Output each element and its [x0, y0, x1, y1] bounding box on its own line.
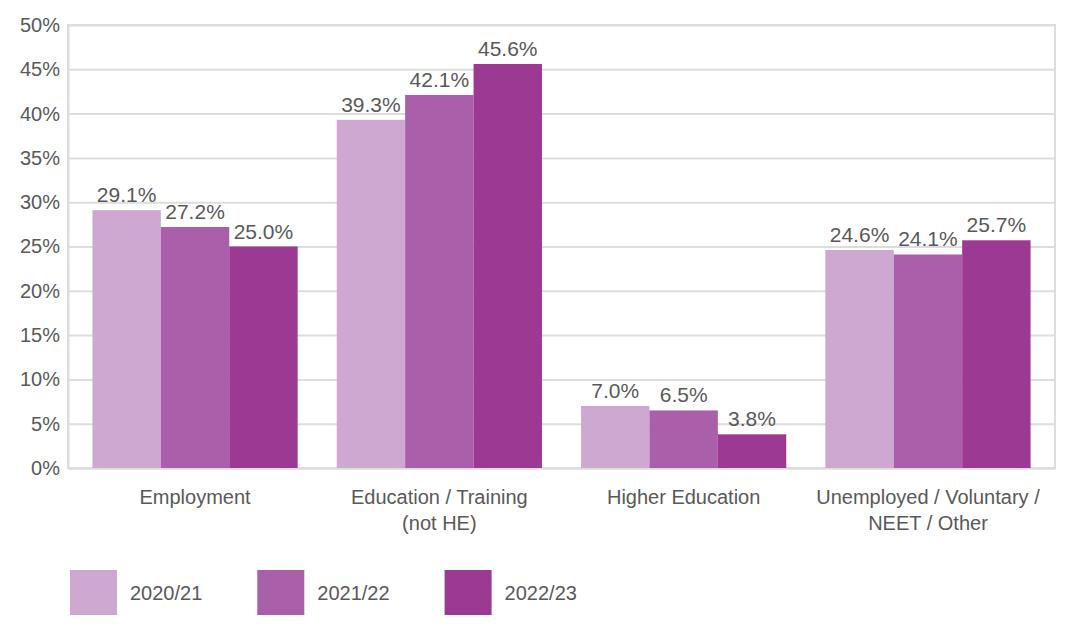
bar	[92, 210, 160, 468]
bar	[161, 227, 229, 468]
data-label: 7.0%	[591, 379, 639, 402]
bar	[474, 64, 542, 468]
x-tick-label-line: Education / Training	[351, 486, 528, 508]
x-tick-label-line: Unemployed / Voluntary /	[816, 486, 1040, 508]
bar	[649, 410, 717, 468]
y-tick-label: 15%	[20, 324, 60, 346]
y-tick-label: 10%	[20, 368, 60, 390]
x-tick-label: Higher Education	[607, 486, 760, 508]
bar	[825, 250, 893, 468]
bar	[962, 240, 1030, 468]
x-tick: Higher Education	[607, 468, 760, 508]
data-label: 25.7%	[967, 213, 1027, 236]
grid-line	[68, 113, 1055, 115]
x-tick: Education / Training (not HE)	[351, 468, 528, 534]
data-label: 42.1%	[410, 68, 470, 91]
bar-series	[161, 95, 962, 468]
bar	[894, 254, 962, 468]
y-tick-label: 5%	[31, 413, 60, 435]
legend-swatch	[70, 570, 117, 615]
bar	[229, 247, 297, 469]
legend-label: 2020/21	[130, 582, 202, 604]
x-tick-label-line: (not HE)	[402, 512, 476, 534]
legend-item: 2021/22	[257, 570, 389, 615]
bar	[337, 120, 405, 468]
x-tick-label: Education / Training (not HE)	[351, 486, 528, 534]
x-tick-label-line: NEET / Other	[868, 512, 988, 534]
data-label: 39.3%	[341, 93, 401, 116]
bar-series	[229, 64, 1030, 468]
x-tick: Employment	[139, 468, 251, 508]
y-tick-label: 30%	[20, 191, 60, 213]
chart: 0% 5% 10% 15% 20% 25% 30% 35% 40% 45% 50% Employmen…	[0, 0, 1081, 627]
bar	[405, 95, 473, 468]
x-axis: Employment Education / Training (not HE) Hi…	[69, 468, 1056, 534]
legend-item: 2022/23	[445, 570, 577, 615]
data-labels: 29.1% 39.3% 7.0% 24.6% 27.2% 42.1% 6.5% 24.1% 25…	[97, 37, 1026, 430]
y-tick: 50%	[20, 14, 1055, 36]
y-tick-label: 40%	[20, 103, 60, 125]
grid-line	[68, 25, 1055, 27]
bars	[92, 64, 1030, 468]
data-label: 45.6%	[478, 37, 538, 60]
bar	[581, 406, 649, 468]
legend-swatch	[257, 570, 304, 615]
y-tick-label: 20%	[20, 280, 60, 302]
data-label: 25.0%	[234, 220, 294, 243]
legend-swatch	[445, 570, 492, 615]
bar	[718, 434, 786, 468]
y-axis: 0% 5% 10% 15% 20% 25% 30% 35% 40% 45% 50%	[20, 14, 1055, 479]
data-label: 24.6%	[830, 223, 890, 246]
legend-label: 2022/23	[505, 582, 577, 604]
x-tick-label: Unemployed / Voluntary / NEET / Other	[816, 486, 1040, 534]
plot-frame	[68, 25, 1055, 468]
y-tick-label: 25%	[20, 235, 60, 257]
grid-line	[68, 157, 1055, 159]
legend-item: 2020/21	[70, 570, 202, 615]
x-tick-label-line: Higher Education	[607, 486, 760, 508]
y-tick-label: 35%	[20, 147, 60, 169]
data-label: 24.1%	[898, 227, 958, 250]
x-tick-label: Employment	[139, 486, 251, 508]
y-tick-label: 50%	[20, 14, 60, 36]
x-tick-label-line: Employment	[139, 486, 251, 508]
data-label: 29.1%	[97, 183, 157, 206]
data-label: 6.5%	[660, 383, 708, 406]
y-tick-label: 0%	[31, 457, 60, 479]
y-tick-label: 45%	[20, 58, 60, 80]
legend: 2020/21 2021/22 2022/23	[70, 570, 577, 615]
data-label: 3.8%	[728, 407, 776, 430]
legend-label: 2021/22	[317, 582, 389, 604]
x-tick: Unemployed / Voluntary / NEET / Other	[816, 468, 1040, 534]
data-label: 27.2%	[165, 200, 225, 223]
grid-line	[68, 69, 1055, 71]
